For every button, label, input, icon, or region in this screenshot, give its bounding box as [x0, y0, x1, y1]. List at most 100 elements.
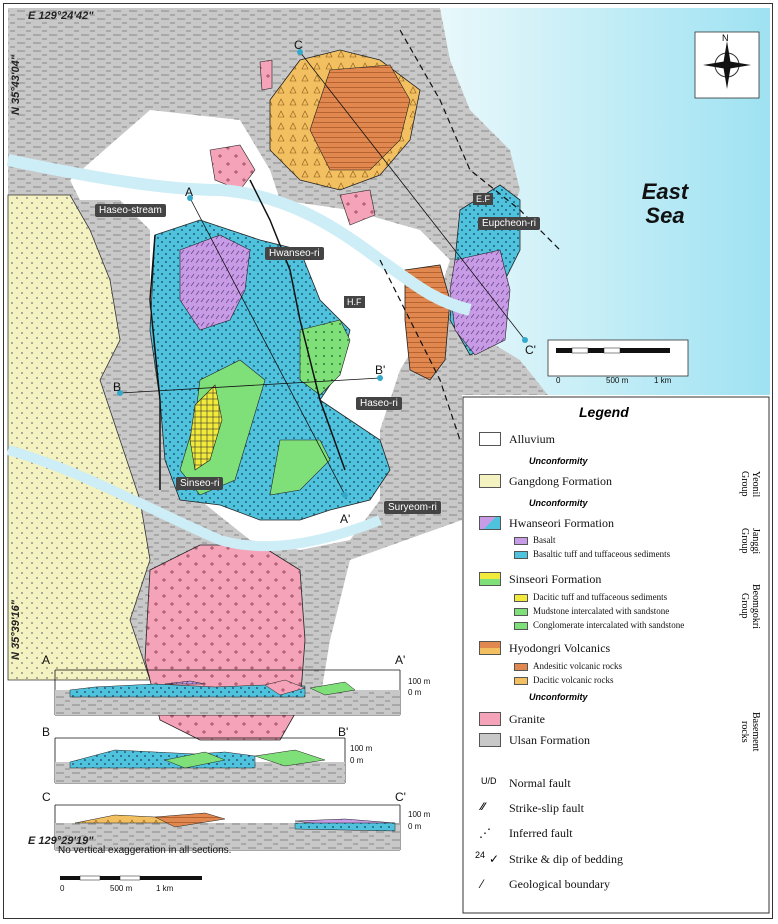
map-frame [3, 3, 773, 919]
map-scale-bar [547, 339, 689, 377]
legend-sinseori: Sinseori Formation [509, 572, 602, 586]
legend-mudstone: Mudstone intercalated with sandstone [533, 606, 670, 616]
legend-andesitic: Andesitic volcanic rocks [533, 661, 622, 671]
map-point-c: C [294, 38, 303, 52]
section-a-start: A [42, 653, 51, 667]
sinseori-conglomerate-east [299, 319, 351, 396]
granite-swatch [479, 712, 501, 726]
ulsan-swatch [479, 733, 501, 747]
mudstone-swatch [514, 608, 528, 616]
legend-basaltic-tuff: Basaltic tuff and tuffaceous sediments [533, 549, 671, 559]
group-yeonil: Yeonil Group [739, 470, 761, 498]
section-b-start: B [42, 725, 51, 739]
legend-unconformity-3: Unconformity [529, 692, 588, 702]
cross-section-bb [54, 737, 346, 784]
section-a-0m: 0 m [408, 688, 422, 697]
section-scale-mid: 500 m [110, 884, 133, 893]
sinseori-swatch [479, 572, 501, 586]
section-marker [522, 337, 528, 343]
section-a-100m: 100 m [408, 677, 431, 686]
map-point-b: B [113, 380, 122, 394]
dacitic-tuff-swatch [514, 594, 528, 602]
section-line-aa [189, 197, 346, 496]
sea-label: East Sea [641, 179, 689, 228]
map-point-a-prime: A' [340, 512, 351, 526]
sea-area [440, 8, 770, 395]
north-label: N [722, 33, 729, 43]
granite-north-2 [339, 189, 376, 226]
top-latitude: N 35°43'04" [10, 55, 22, 115]
granite-north [209, 144, 256, 191]
section-marker [297, 49, 303, 55]
hyodongri-swatch [479, 641, 501, 655]
normal-fault-symbol: U/D [481, 776, 497, 786]
map-point-a: A [185, 185, 194, 199]
southern-stream [6, 445, 382, 552]
sinseori-mudstone-east [269, 439, 331, 496]
section-c-100m: 100 m [408, 810, 431, 819]
place-suryeom-ri: Suryeom-ri [384, 501, 441, 514]
basaltic-tuff-swatch [514, 551, 528, 559]
cross-section-aa [54, 669, 401, 716]
legend-hwanseori: Hwanseori Formation [509, 516, 614, 530]
group-basement: Basement rocks [739, 712, 761, 752]
legend-basalt: Basalt [533, 535, 556, 545]
legend-ulsan: Ulsan Formation [509, 733, 590, 747]
inferred-fault-icon: ⋰ [479, 826, 491, 840]
legend-unconformity-1: Unconformity [529, 456, 588, 466]
hwanseori-swatch [479, 516, 501, 530]
legend: Legend Alluvium Unconformity Gangdong Fo… [469, 400, 769, 910]
place-haseo-ri: Haseo-ri [356, 397, 402, 410]
section-b-0m: 0 m [350, 756, 364, 765]
section-line-cc [299, 51, 526, 341]
strike-dip-number: 24 [475, 850, 486, 860]
fault-line-inferred-2 [379, 259, 461, 441]
north-arrow [694, 31, 760, 99]
section-marker [187, 195, 193, 201]
legend-unconformity-2: Unconformity [529, 498, 588, 508]
legend-strike-slip: Strike-slip fault [509, 801, 584, 815]
section-scale-zero: 0 [60, 884, 65, 893]
cross-section-cc [54, 804, 401, 851]
section-b-100m: 100 m [350, 744, 373, 753]
section-a-end: A' [395, 653, 406, 667]
andesitic-swatch [514, 663, 528, 671]
basalt-area-west [179, 234, 251, 331]
fault-line-west [149, 234, 161, 490]
bottom-latitude: N 35°39'16" [10, 600, 22, 660]
legend-box [462, 396, 770, 914]
basalt-swatch [514, 537, 528, 545]
place-sinseo-ri: Sinseo-ri [176, 477, 224, 490]
map-scale-mid: 500 m [606, 376, 629, 385]
gangdong-swatch [479, 474, 501, 488]
legend-gangdong: Gangdong Formation [509, 474, 612, 488]
strike-slip-icon: ⁄⁄ [481, 801, 485, 813]
fault-label-ef: E.F [473, 193, 494, 205]
section-marker [342, 492, 348, 498]
legend-alluvium: Alluvium [509, 432, 556, 446]
basalt-area-east [449, 249, 511, 356]
section-marker [117, 390, 123, 396]
fault-label-hf: H.F [344, 296, 365, 308]
group-beomgokri: Beomgokri Group [739, 583, 761, 629]
dacitic-tuff-area [189, 384, 223, 471]
legend-normal-fault: Normal fault [509, 776, 571, 790]
strike-dip-icon: ✓ [489, 852, 500, 866]
legend-conglomerate: Conglomerate intercalated with sandstone [533, 620, 685, 630]
legend-title: Legend [579, 404, 629, 420]
fault-line-hf [249, 179, 346, 471]
granite-north-3 [259, 59, 273, 91]
legend-strike-dip: Strike & dip of bedding [509, 852, 623, 866]
legend-dacitic-volcanics: Dacitic volcanic rocks [533, 675, 614, 685]
place-eupcheon-ri: Eupcheon-ri [478, 217, 540, 230]
section-marker [377, 375, 383, 381]
legend-dacitic-tuff: Dacitic tuff and tuffaceous sediments [533, 592, 668, 602]
section-scale-bar [60, 875, 202, 881]
map-scale-zero: 0 [556, 376, 561, 385]
top-longitude: E 129°24'42" [28, 10, 94, 22]
map-point-c-prime: C' [525, 343, 536, 357]
boundary-icon: ⁄ [481, 877, 484, 891]
place-hwanseo-ri: Hwanseo-ri [265, 247, 324, 260]
section-note: No vertical exaggeration in all sections… [58, 845, 232, 856]
